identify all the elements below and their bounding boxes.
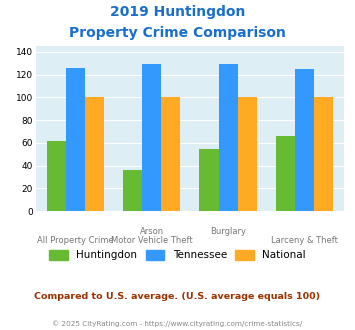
Text: © 2025 CityRating.com - https://www.cityrating.com/crime-statistics/: © 2025 CityRating.com - https://www.city… (53, 321, 302, 327)
Bar (47, 141, 66, 211)
Bar (66, 68, 85, 211)
Legend: Huntingdon, Tennessee, National: Huntingdon, Tennessee, National (49, 250, 306, 260)
Text: Motor Vehicle Theft: Motor Vehicle Theft (111, 236, 193, 245)
Text: Compared to U.S. average. (U.S. average equals 100): Compared to U.S. average. (U.S. average … (34, 292, 321, 301)
Text: Arson: Arson (140, 227, 164, 236)
Bar (123, 170, 142, 211)
Bar (219, 64, 237, 211)
Text: Larceny & Theft: Larceny & Theft (271, 236, 338, 245)
Bar (276, 136, 295, 211)
Bar (295, 69, 314, 211)
Text: 2019 Huntingdon: 2019 Huntingdon (110, 5, 245, 19)
Bar (161, 97, 180, 211)
Bar (237, 97, 257, 211)
Text: Property Crime Comparison: Property Crime Comparison (69, 26, 286, 40)
Bar (314, 97, 333, 211)
Text: Burglary: Burglary (210, 227, 246, 236)
Bar (85, 97, 104, 211)
Bar (200, 148, 219, 211)
Text: All Property Crime: All Property Crime (37, 236, 114, 245)
Bar (142, 64, 161, 211)
